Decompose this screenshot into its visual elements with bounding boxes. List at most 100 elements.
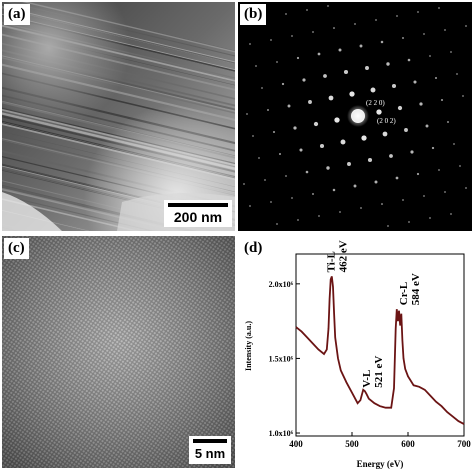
diffraction-spot bbox=[323, 74, 327, 78]
diffraction-spot bbox=[413, 80, 417, 84]
diffraction-spot bbox=[327, 5, 329, 7]
diffraction-spot bbox=[281, 82, 285, 86]
x-tick-label: 600 bbox=[401, 439, 415, 449]
diffraction-spot bbox=[264, 179, 266, 181]
diffraction-spot bbox=[462, 95, 464, 97]
diffraction-spot bbox=[389, 154, 393, 158]
diffraction-spot bbox=[410, 150, 414, 154]
spectrum-line bbox=[295, 276, 465, 425]
panel-label-c: (c) bbox=[4, 238, 29, 259]
diffraction-spot bbox=[249, 43, 251, 45]
diffraction-spot bbox=[354, 23, 356, 25]
diffraction-spot bbox=[328, 95, 334, 101]
diffraction-spot bbox=[333, 27, 335, 29]
panel-label-b: (b) bbox=[240, 4, 267, 25]
diffraction-spot bbox=[317, 52, 321, 56]
diffraction-spot bbox=[440, 98, 444, 102]
diffraction-spot bbox=[375, 19, 377, 21]
y-tick-label: 2.0x10⁶ bbox=[269, 280, 294, 289]
diffraction-spot bbox=[312, 193, 314, 195]
x-tick-label: 700 bbox=[457, 439, 471, 449]
diffraction-spot bbox=[293, 126, 297, 130]
diffraction-spot bbox=[425, 124, 429, 128]
plot-frame bbox=[295, 253, 465, 437]
diffraction-spot bbox=[302, 78, 306, 82]
diffraction-spot bbox=[276, 223, 278, 225]
diffraction-spot bbox=[252, 135, 254, 137]
scale-bar-a: 200 nm bbox=[164, 200, 232, 227]
diffraction-spot bbox=[313, 121, 319, 127]
scale-bar-text-a: 200 nm bbox=[173, 209, 223, 225]
diffraction-spot bbox=[339, 211, 341, 213]
diffraction-spot bbox=[318, 215, 320, 217]
diffraction-spot bbox=[429, 217, 431, 219]
diffraction-spot bbox=[459, 165, 461, 167]
peak-annotation: Ti-L462 eV bbox=[326, 240, 350, 272]
diffraction-spot bbox=[267, 109, 269, 111]
diffraction-spot bbox=[270, 39, 272, 41]
diffraction-spot bbox=[374, 180, 378, 184]
diffraction-spot bbox=[296, 56, 300, 60]
diffraction-spot bbox=[255, 65, 257, 67]
spot-label-220: (2 2 0) bbox=[366, 99, 385, 107]
diffraction-spot bbox=[416, 172, 420, 176]
diffraction-spot bbox=[297, 219, 299, 221]
diffraction-spot bbox=[291, 35, 293, 37]
diffraction-spot bbox=[438, 7, 440, 9]
diffraction-spot bbox=[347, 162, 351, 166]
diffraction-spot bbox=[340, 139, 346, 145]
diffraction-spot bbox=[359, 44, 363, 48]
diffraction-spot bbox=[396, 15, 398, 17]
x-axis-label: Energy (eV) bbox=[357, 459, 404, 469]
diffraction-spot bbox=[407, 58, 411, 62]
diffraction-spot bbox=[391, 83, 397, 89]
x-tick-label: 400 bbox=[289, 439, 303, 449]
diffraction-spot bbox=[299, 148, 303, 152]
diffraction-spot bbox=[423, 195, 425, 197]
y-tick-label: 1.0x10⁶ bbox=[269, 429, 294, 438]
scale-bar-line-c bbox=[193, 439, 227, 443]
diffraction-spot bbox=[431, 146, 435, 150]
diffraction-spot bbox=[338, 48, 342, 52]
diffraction-spot bbox=[243, 183, 245, 185]
diffraction-spot bbox=[380, 40, 384, 44]
diffraction-spot bbox=[261, 87, 263, 89]
diffraction-spot bbox=[278, 152, 282, 156]
x-tick-label: 500 bbox=[345, 439, 359, 449]
diffraction-spot bbox=[306, 9, 308, 11]
diffraction-spot bbox=[270, 201, 272, 203]
diffraction-spot bbox=[404, 128, 408, 132]
diffraction-spot bbox=[382, 131, 388, 137]
diffraction-spot bbox=[465, 187, 467, 189]
y-tick-label: 1.5x10⁶ bbox=[269, 354, 294, 363]
diffraction-spot bbox=[246, 113, 248, 115]
diffraction-spot bbox=[343, 69, 349, 75]
diffraction-spot bbox=[402, 37, 404, 39]
diffraction-spot bbox=[291, 197, 293, 199]
diffraction-spot bbox=[444, 191, 446, 193]
peak-annotation: V-L521 eV bbox=[361, 356, 385, 388]
panel-label-a: (a) bbox=[4, 4, 30, 25]
scale-bar-line-a bbox=[168, 203, 228, 207]
hrtem-lattice-image bbox=[2, 236, 235, 468]
tem-micrograph-image bbox=[2, 2, 235, 231]
diffraction-pattern-panel: (2 2 0) (2 0 2) (b) bbox=[238, 2, 472, 231]
diffraction-spot bbox=[361, 135, 367, 141]
diffraction-spot bbox=[308, 100, 312, 104]
diffraction-spot bbox=[312, 31, 314, 33]
eels-spectrum-panel: 400 500 600 700 1.0x10⁶ 1.5x10⁶ 2.0x10⁶ Ti-L46… bbox=[238, 236, 472, 470]
diffraction-spot bbox=[381, 203, 383, 205]
tem-micrograph-panel: (a) 200 nm bbox=[2, 2, 235, 231]
diffraction-spot bbox=[305, 170, 309, 174]
diffraction-spot bbox=[386, 62, 390, 66]
hrtem-panel: (c) 5 nm bbox=[2, 236, 235, 468]
panel-label-d: (d) bbox=[240, 238, 267, 259]
diffraction-spot bbox=[456, 73, 458, 75]
spot-label-202: (2 0 2) bbox=[377, 117, 396, 125]
diffraction-spot bbox=[276, 61, 278, 63]
y-axis-label: Intensity (a.u.) bbox=[244, 321, 253, 371]
diffraction-spot bbox=[450, 51, 452, 53]
diffraction-spot bbox=[365, 66, 369, 70]
diffraction-pattern-image: (2 2 0) (2 0 2) bbox=[243, 5, 467, 227]
diffraction-spot bbox=[367, 157, 373, 163]
